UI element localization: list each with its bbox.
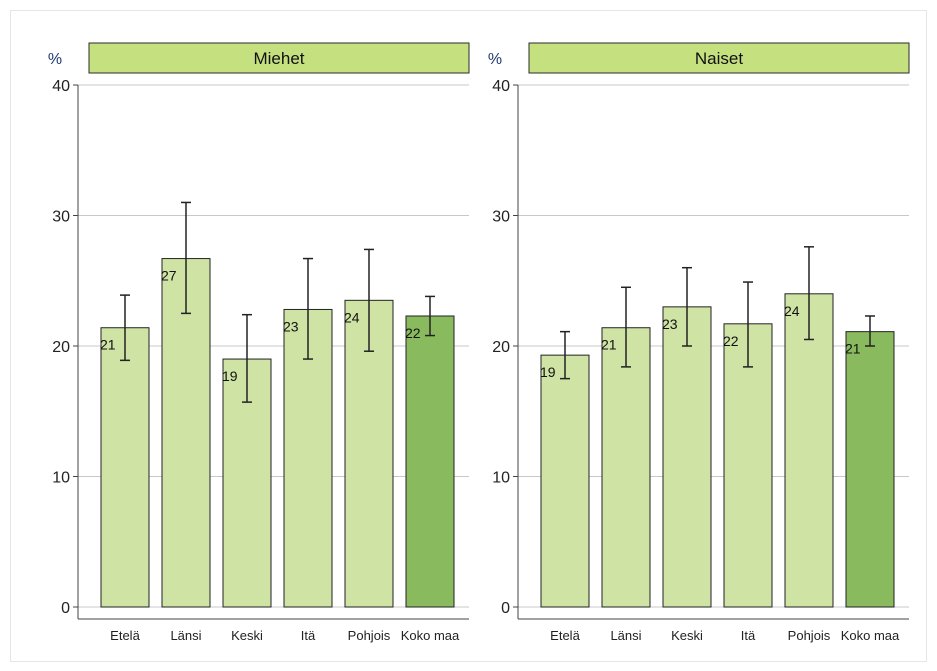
data-label: 24 <box>784 303 800 319</box>
y-tick-label: 40 <box>492 78 510 95</box>
data-label: 22 <box>723 333 739 349</box>
x-tick-label: Itä <box>741 628 756 643</box>
y-tick-label: 10 <box>492 470 510 487</box>
y-tick-label: 0 <box>501 600 510 617</box>
y-tick-label: 20 <box>52 339 70 356</box>
x-tick-label: Keski <box>671 628 703 643</box>
x-tick-label: Etelä <box>110 628 140 643</box>
chart-svg: Miehet% 0 10 20 30 40 21 Etelä 27 Länsi 19 Keski 23 I… <box>48 42 910 643</box>
chart-frame: Miehet% 0 10 20 30 40 21 Etelä 27 Länsi 19 Keski 23 I… <box>10 10 927 662</box>
bar <box>601 327 651 608</box>
x-tick-label: Pohjois <box>348 628 391 643</box>
bar <box>405 315 455 608</box>
data-label: 21 <box>100 337 116 353</box>
data-label: 23 <box>283 318 299 334</box>
panel-title: Naiset <box>695 49 743 68</box>
x-tick-label: Koko maa <box>401 628 460 643</box>
y-axis-label: % <box>48 51 62 68</box>
x-tick-label: Länsi <box>610 628 641 643</box>
y-tick-label: 30 <box>492 209 510 226</box>
x-tick-label: Koko maa <box>841 628 900 643</box>
data-label: 22 <box>405 325 421 341</box>
bar <box>845 331 895 608</box>
panel-title-band <box>528 42 910 74</box>
bar <box>723 323 773 608</box>
data-label: 23 <box>662 316 678 332</box>
data-label: 19 <box>222 368 238 384</box>
x-tick-label: Keski <box>231 628 263 643</box>
data-label: 19 <box>540 364 556 380</box>
data-label: 24 <box>344 309 360 325</box>
y-tick-label: 0 <box>61 600 70 617</box>
data-label: 21 <box>845 341 861 357</box>
y-tick-label: 20 <box>492 339 510 356</box>
panel-title-band <box>88 42 470 74</box>
x-tick-label: Itä <box>301 628 316 643</box>
bar <box>161 258 211 608</box>
y-tick-label: 30 <box>52 209 70 226</box>
bar <box>784 293 834 608</box>
x-tick-label: Pohjois <box>788 628 831 643</box>
panel-title: Miehet <box>253 49 304 68</box>
y-tick-label: 10 <box>52 470 70 487</box>
bar <box>540 354 590 608</box>
bar <box>662 306 712 608</box>
y-tick-label: 40 <box>52 78 70 95</box>
data-label: 21 <box>601 337 617 353</box>
y-axis-label: % <box>488 51 502 68</box>
bar <box>100 327 150 608</box>
bar <box>283 308 333 608</box>
x-tick-label: Etelä <box>550 628 580 643</box>
x-tick-label: Länsi <box>170 628 201 643</box>
data-label: 27 <box>161 268 177 284</box>
